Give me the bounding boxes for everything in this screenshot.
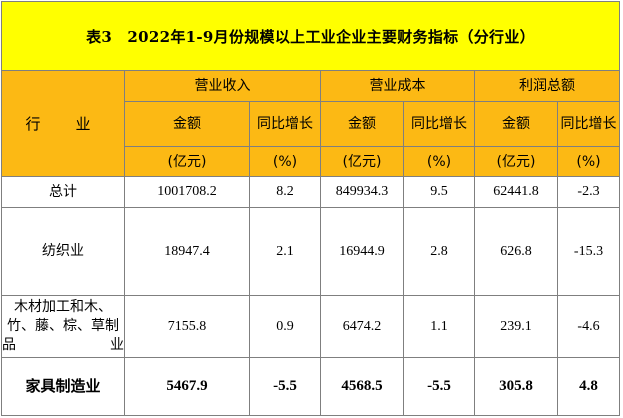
- cell-revenue-yoy: -5.5: [249, 357, 321, 416]
- header-profit-yoy: 同比增长: [556, 101, 621, 147]
- header-profit-unit: (亿元): [474, 146, 558, 177]
- cell-revenue-yoy: 2.1: [249, 207, 321, 296]
- cell-profit-yoy: -4.6: [556, 295, 621, 358]
- header-industry: 行 业: [1, 70, 125, 177]
- header-cost-yoy-unit: (%): [403, 146, 475, 177]
- table-row: 家具制造业 5467.9 -5.5 4568.5 -5.5 305.8 4.8: [1, 357, 621, 416]
- cell-revenue: 18947.4: [124, 207, 250, 296]
- cell-profit-yoy: 4.8: [556, 357, 621, 416]
- cell-cost-yoy: 1.1: [403, 295, 475, 358]
- cell-cost: 6474.2: [320, 295, 404, 358]
- table-row: 纺织业 18947.4 2.1 16944.9 2.8 626.8 -15.3: [1, 207, 621, 296]
- cell-revenue-yoy: 0.9: [249, 295, 321, 358]
- header-revenue-unit: (亿元): [124, 146, 250, 177]
- header-profit: 利润总额: [473, 70, 621, 102]
- title-row: 表3 2022年1-9月份规模以上工业企业主要财务指标（分行业）: [0, 1, 621, 71]
- header-revenue-yoy-unit: (%): [249, 146, 321, 177]
- header-cost-amount: 金额: [320, 101, 404, 147]
- cell-profit: 239.1: [474, 295, 558, 358]
- header-cost-unit: (亿元): [320, 146, 404, 177]
- header-revenue: 营业收入: [124, 70, 321, 102]
- header-cost-yoy: 同比增长: [403, 101, 475, 147]
- header-profit-yoy-unit: (%): [556, 146, 621, 177]
- header-row-groups: 行 业 营业收入 营业成本 利润总额: [1, 70, 621, 177]
- cell-cost: 849934.3: [320, 176, 404, 208]
- cell-profit: 62441.8: [474, 176, 558, 208]
- table-row: 总计 1001708.2 8.2 849934.3 9.5 62441.8 -2…: [1, 176, 621, 208]
- table-row: 木材加工和木、竹、藤、棕、草制品业 7155.8 0.9 6474.2 1.1 …: [1, 295, 621, 358]
- cell-revenue: 7155.8: [124, 295, 250, 358]
- cell-revenue: 1001708.2: [124, 176, 250, 208]
- cell-cost: 16944.9: [320, 207, 404, 296]
- header-row-measures: 金额 同比增长 金额 同比增长 金额 同比增长: [2, 101, 621, 147]
- header-row-units: (亿元) (%) (亿元) (%) (亿元) (%): [2, 146, 621, 177]
- cell-cost-yoy: 9.5: [403, 176, 475, 208]
- header-profit-amount: 金额: [474, 101, 558, 147]
- header-revenue-yoy: 同比增长: [249, 101, 321, 147]
- cell-cost-yoy: -5.5: [403, 357, 475, 416]
- row-industry: 家具制造业: [1, 357, 125, 416]
- cell-profit-yoy: -2.3: [556, 176, 621, 208]
- table-title: 表3 2022年1-9月份规模以上工业企业主要财务指标（分行业）: [0, 1, 621, 71]
- cell-cost: 4568.5: [320, 357, 404, 416]
- cell-revenue-yoy: 8.2: [249, 176, 321, 208]
- cell-profit: 305.8: [474, 357, 558, 416]
- cell-profit-yoy: -15.3: [556, 207, 621, 296]
- row-industry: 木材加工和木、竹、藤、棕、草制品业: [1, 295, 125, 358]
- cell-revenue: 5467.9: [124, 357, 250, 416]
- cell-profit: 626.8: [474, 207, 558, 296]
- cell-cost-yoy: 2.8: [403, 207, 475, 296]
- header-cost: 营业成本: [320, 70, 475, 102]
- row-industry: 总计: [1, 176, 125, 208]
- row-industry: 纺织业: [1, 207, 125, 296]
- header-revenue-amount: 金额: [124, 101, 250, 147]
